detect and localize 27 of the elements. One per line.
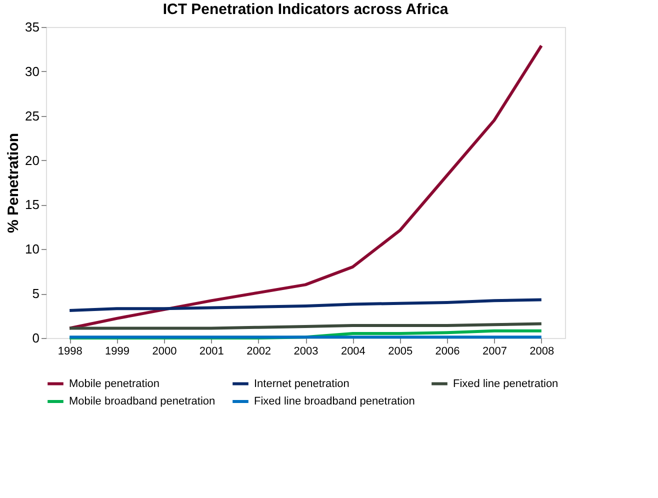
- x-tick-label: 2003: [294, 346, 318, 358]
- x-tick-label: 2000: [152, 346, 177, 358]
- y-tick-label: 20: [25, 152, 40, 168]
- x-tick-label: 2005: [388, 346, 413, 358]
- legend-label: Mobile penetration: [69, 378, 160, 390]
- chart-title: ICT Penetration Indicators across Africa: [162, 1, 449, 18]
- x-tick-label: 2004: [340, 346, 366, 358]
- y-tick-label: 0: [32, 330, 40, 346]
- line-series: [68, 298, 543, 312]
- x-tick-label: 1999: [105, 346, 130, 358]
- y-tick-label: 35: [25, 20, 40, 34]
- y-tick-label: 5: [32, 286, 40, 302]
- y-tick-label: 30: [25, 64, 40, 79]
- legend-label: Mobile broadband penetration: [69, 396, 216, 408]
- x-tick-label: 2001: [199, 346, 224, 358]
- x-tick-label: 2007: [482, 346, 507, 358]
- x-tick-label: 1998: [58, 346, 82, 358]
- x-tick-label: 2002: [246, 346, 272, 358]
- y-tick-label: 15: [25, 197, 40, 212]
- legend-label: Fixed line penetration: [453, 378, 558, 390]
- x-tick-label: 2006: [435, 346, 460, 358]
- legend-label: Internet penetration: [254, 378, 350, 390]
- x-tick-label: 2008: [530, 346, 554, 358]
- legend-label: Fixed line broadband penetration: [254, 396, 415, 408]
- y-tick-label: 10: [25, 242, 40, 257]
- y-axis-title: % Penetration: [5, 132, 22, 234]
- y-tick-label: 25: [25, 108, 40, 124]
